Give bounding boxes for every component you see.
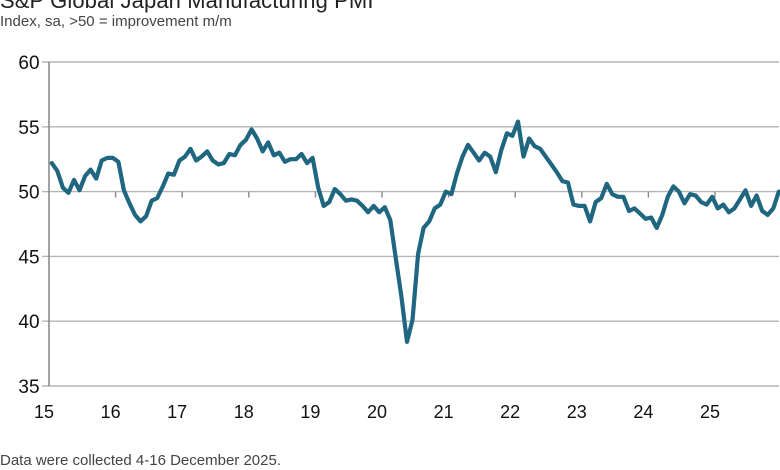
pmi-series-line (49, 119, 780, 344)
x-tick-label: 22 (500, 402, 520, 422)
x-tick-label: 15 (34, 402, 54, 422)
x-tick-label: 19 (300, 402, 320, 422)
chart-subtitle: Index, sa, >50 = improvement m/m (0, 13, 232, 30)
y-tick-label: 60 (18, 53, 39, 74)
gridlines (42, 61, 779, 387)
series-layer (49, 119, 780, 344)
y-tick-label: 55 (18, 118, 39, 139)
x-tick-label: 23 (567, 402, 587, 422)
x-tick-label: 25 (700, 402, 720, 422)
x-tick-label: 20 (367, 402, 387, 422)
y-tick-label: 40 (18, 312, 39, 333)
x-tick-label: 24 (633, 402, 653, 422)
y-tick-label: 35 (18, 377, 39, 398)
x-tick-labels: 15 16 17 18 19 20 21 22 23 24 25 (34, 402, 720, 422)
x-tick-label: 16 (101, 402, 121, 422)
chart-footnote: Data were collected 4-16 December 2025. (0, 452, 281, 469)
y-tick-labels: 60 55 50 45 40 35 (18, 53, 39, 398)
y-tick-label: 45 (18, 247, 39, 268)
x-tick-label: 21 (434, 402, 454, 422)
x-tick-label: 17 (167, 402, 187, 422)
x-tick-label: 18 (234, 402, 254, 422)
chart-title: S&P Global Japan Manufacturing PMI (0, 0, 374, 13)
y-tick-label: 50 (18, 183, 39, 204)
axes (48, 62, 716, 386)
